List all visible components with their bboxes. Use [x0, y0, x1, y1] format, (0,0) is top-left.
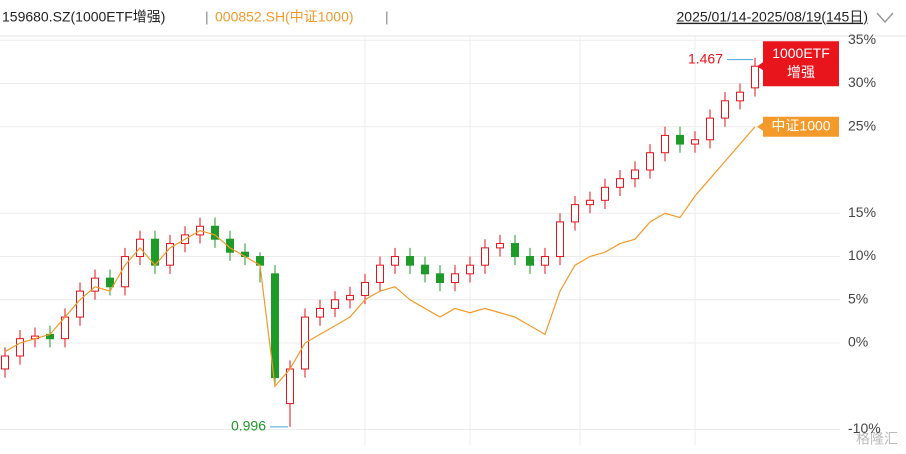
- y-tick-label: 15%: [848, 204, 876, 220]
- candle-body: [646, 152, 654, 171]
- legend-sep: |: [385, 9, 389, 25]
- candle-body: [496, 243, 504, 249]
- candle-body: [346, 294, 354, 301]
- candle-body: [286, 368, 294, 405]
- end-label-index: 中证1000: [771, 117, 830, 133]
- candle-body: [376, 264, 384, 283]
- candle-body: [601, 186, 609, 201]
- candle-body: [421, 264, 429, 275]
- candle-body: [556, 221, 564, 258]
- candle-body: [406, 256, 414, 266]
- candle-body: [466, 264, 474, 275]
- end-label-box: [757, 116, 839, 137]
- legend-sep: |: [205, 9, 209, 25]
- candle-body: [76, 290, 84, 318]
- candle-body: [736, 91, 744, 102]
- candle-body: [676, 134, 684, 145]
- annotation-high: 1.467: [688, 50, 723, 66]
- candle-body: [586, 199, 594, 206]
- candle-body: [481, 247, 489, 266]
- candle-body: [721, 100, 729, 119]
- candle-body: [121, 256, 129, 288]
- candle-body: [541, 256, 549, 266]
- candle-body: [151, 238, 159, 266]
- candle-body: [166, 243, 174, 266]
- candle-body: [436, 273, 444, 283]
- candle-body: [361, 281, 369, 296]
- date-range: 2025/01/14-2025/08/19(145日): [677, 9, 868, 25]
- y-tick-label: 25%: [848, 117, 876, 133]
- candle-body: [706, 117, 714, 141]
- end-label-etf: 增强: [787, 64, 815, 80]
- y-tick-label: -10%: [848, 420, 881, 436]
- annotation-low: 0.996: [231, 418, 266, 434]
- candle-body: [211, 225, 219, 240]
- index-line: [4, 126, 756, 388]
- candle-body: [751, 65, 759, 89]
- watermark: 格隆汇: [856, 431, 898, 447]
- candle-body: [226, 238, 234, 253]
- candle-body: [391, 256, 399, 266]
- dropdown-icon[interactable]: [876, 12, 894, 24]
- y-tick-label: 30%: [848, 74, 876, 90]
- candle-body: [331, 299, 339, 309]
- candle-body: [631, 169, 639, 180]
- candle-body: [661, 134, 669, 154]
- y-tick-label: 5%: [848, 290, 868, 306]
- candle-body: [271, 273, 279, 379]
- candle-body: [91, 277, 99, 292]
- legend-etf: 159680.SZ(1000ETF增强): [2, 9, 165, 25]
- end-label-box: [757, 41, 839, 87]
- candle-body: [1, 355, 9, 370]
- candle-body: [616, 178, 624, 188]
- candle-body: [526, 256, 534, 266]
- legend-index: 000852.SH(中证1000): [215, 9, 354, 25]
- end-label-etf: 1000ETF: [772, 45, 830, 61]
- candle-body: [511, 243, 519, 258]
- candle-body: [571, 204, 579, 223]
- y-tick-label: 35%: [848, 31, 876, 47]
- y-tick-label: 0%: [848, 334, 868, 350]
- candle-body: [316, 307, 324, 318]
- candle-body: [691, 139, 699, 145]
- y-tick-label: 10%: [848, 247, 876, 263]
- candle-body: [106, 277, 114, 288]
- candle-body: [451, 273, 459, 283]
- candle-body: [16, 338, 24, 357]
